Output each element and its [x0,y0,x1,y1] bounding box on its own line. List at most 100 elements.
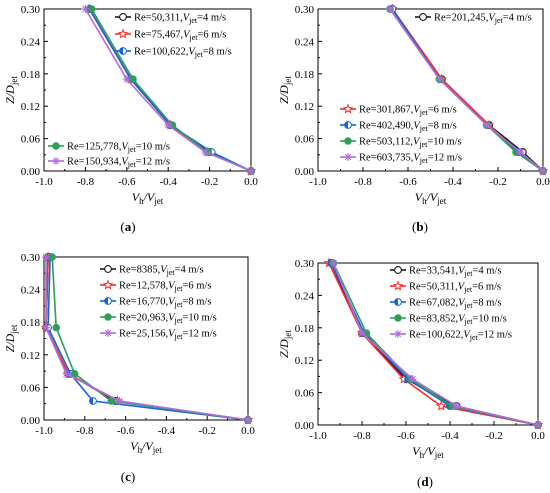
y-tick-label: 0.30 [21,4,41,16]
legend-marker-filled-circle [52,142,60,150]
legend: Re=201,245,Vjet=4 m/s [415,13,532,25]
series-purple [386,5,547,175]
series-purple [81,5,255,175]
x-tick-label: -1.0 [35,425,53,437]
x-tick-label: 0.0 [531,430,545,442]
y-tick-label: 0.18 [21,317,41,329]
y-tick-label: 0.24 [21,36,41,48]
legend-entry: Re=75,467,Vjet=6 m/s [134,30,226,43]
x-tick-label: -0.2 [198,425,215,437]
y-axis-label: Z/Djet [277,330,293,358]
y-tick-label: 0.06 [21,382,41,394]
data-point-asterisk [452,402,461,411]
x-tick-label: -0.6 [118,176,136,188]
y-tick-label: 0.06 [21,134,41,146]
x-tick-label: -1.0 [309,176,327,188]
legend-marker-open-circle [104,265,112,273]
legend-marker-half-filled-circle [104,297,112,305]
x-tick-label: -0.2 [489,176,506,188]
x-tick-label: -0.8 [77,176,95,188]
data-point-asterisk [247,167,255,175]
data-point-asterisk [122,75,131,84]
legend: Re=8385,Vjet=4 m/s Re=12,578,Vjet=6 m/s Re… [100,265,217,342]
y-tick-label: 0.30 [295,258,315,270]
legend: Re=50,311,Vjet=4 m/s Re=75,467,Vjet=6 m/s… [115,13,232,60]
y-tick-label: 0.18 [295,323,315,335]
y-axis-label: Z/Djet [3,76,19,104]
chart-panel-c: -1.0 -0.8 -0.6 -0.4 -0.2 0.0 0.00 0.06 0.12 0.18 0… [3,251,255,484]
legend-marker-star [102,279,114,290]
x-tick-label: -0.6 [399,176,417,188]
legend-entry: Re=83,852,Vjet=10 m/s [409,314,507,327]
legend: Re=33,541,Vjet=4 m/s Re=50,311,Vjet=6 m/s… [390,266,512,343]
y-axis-label: Z/Djet [3,324,19,352]
legend-entry: Re=603,735,Vjet=12 m/s [359,153,462,166]
legend-marker-half-filled-circle [394,298,402,306]
x-tick-label: -0.2 [201,176,218,188]
x-tick-label: 0.0 [244,176,258,188]
legend-entry: Re=150,934,Vjet=12 m/s [67,157,170,170]
legend-entry: Re=67,082,Vjet=8 m/s [409,298,501,311]
x-tick-label: 0.0 [241,425,255,437]
data-point-asterisk [62,369,71,378]
data-point-asterisk [435,75,444,84]
legend-entry: Re=100,622,Vjet=12 m/s [409,330,512,343]
x-axis-label: Vh/Vjet [415,190,447,206]
x-tick-label: -1.0 [309,430,327,442]
data-point-asterisk [42,323,51,332]
chart-panel-b: -1.0 -0.8 -0.6 -0.4 -0.2 0.0 0.00 0.06 0.12 0.18 0… [277,3,550,234]
data-point-asterisk [539,167,547,175]
y-tick-label: 0.12 [21,101,40,113]
y-tick-label: 0.24 [295,290,315,302]
data-point-asterisk [358,329,366,338]
legend-marker-filled-circle [394,314,402,322]
y-tick-label: 0.00 [295,166,315,178]
data-point-asterisk [534,421,542,429]
legend: Re=301,867,Vjet=6 m/s Re=402,490,Vjet=8 m… [340,103,462,166]
x-tick-label: -0.8 [353,430,371,442]
y-tick-label: 0.24 [21,285,41,297]
x-tick-label: -0.4 [444,176,462,188]
legend-marker-star [392,280,404,291]
legend-marker-asterisk [52,157,60,165]
y-tick-label: 0.18 [21,69,41,81]
x-tick-label: -0.2 [485,430,502,442]
data-point-filled-circle [52,323,61,332]
legend-entry: Re=12,578,Vjet=6 m/s [119,281,211,294]
x-tick-label: 0.0 [536,176,550,188]
data-point-asterisk [115,396,124,405]
y-tick-label: 0.00 [21,415,41,427]
legend-entry: Re=25,156,Vjet=12 m/s [119,329,217,342]
y-tick-label: 0.30 [295,4,315,16]
legend-entry: Re=402,490,Vjet=8 m/s [359,121,457,134]
legend-entry: Re=503,112,Vjet=10 m/s [359,137,462,150]
x-axis-label: Vh/Vjet [130,439,162,455]
x-axis-label: Vh/Vjet [132,190,164,206]
panel-label: (a) [120,219,135,234]
legend-marker-half-filled-circle [119,47,127,55]
y-tick-label: 0.24 [295,36,315,48]
data-point-asterisk [482,121,491,130]
legend-marker-filled-circle [344,137,352,145]
legend-marker-open-circle [419,13,427,21]
legend-marker-asterisk [344,153,352,161]
data-point-asterisk [81,5,90,13]
legend-marker-open-circle [394,266,402,274]
data-point-asterisk [386,5,394,13]
series-purple [42,253,252,424]
data-point-asterisk [42,253,51,261]
panel-label: (c) [121,469,135,484]
y-axis-label: Z/Djet [277,76,293,104]
y-tick-label: 0.18 [295,69,315,81]
y-tick-label: 0.12 [295,101,314,113]
legend-entry: Re=100,622,Vjet=8 m/s [134,47,232,60]
data-point-asterisk [164,121,173,130]
data-point-star [435,400,447,411]
chart-panel-d: -1.0 -0.8 -0.6 -0.4 -0.2 0.0 0.00 0.06 0.12 0.18 0… [277,257,545,489]
data-point-asterisk [244,416,252,424]
data-point-half-filled-circle [89,397,97,405]
legend-entry: Re=8385,Vjet=4 m/s [119,265,204,278]
legend-marker-asterisk [394,330,402,338]
data-point-asterisk [408,375,417,384]
